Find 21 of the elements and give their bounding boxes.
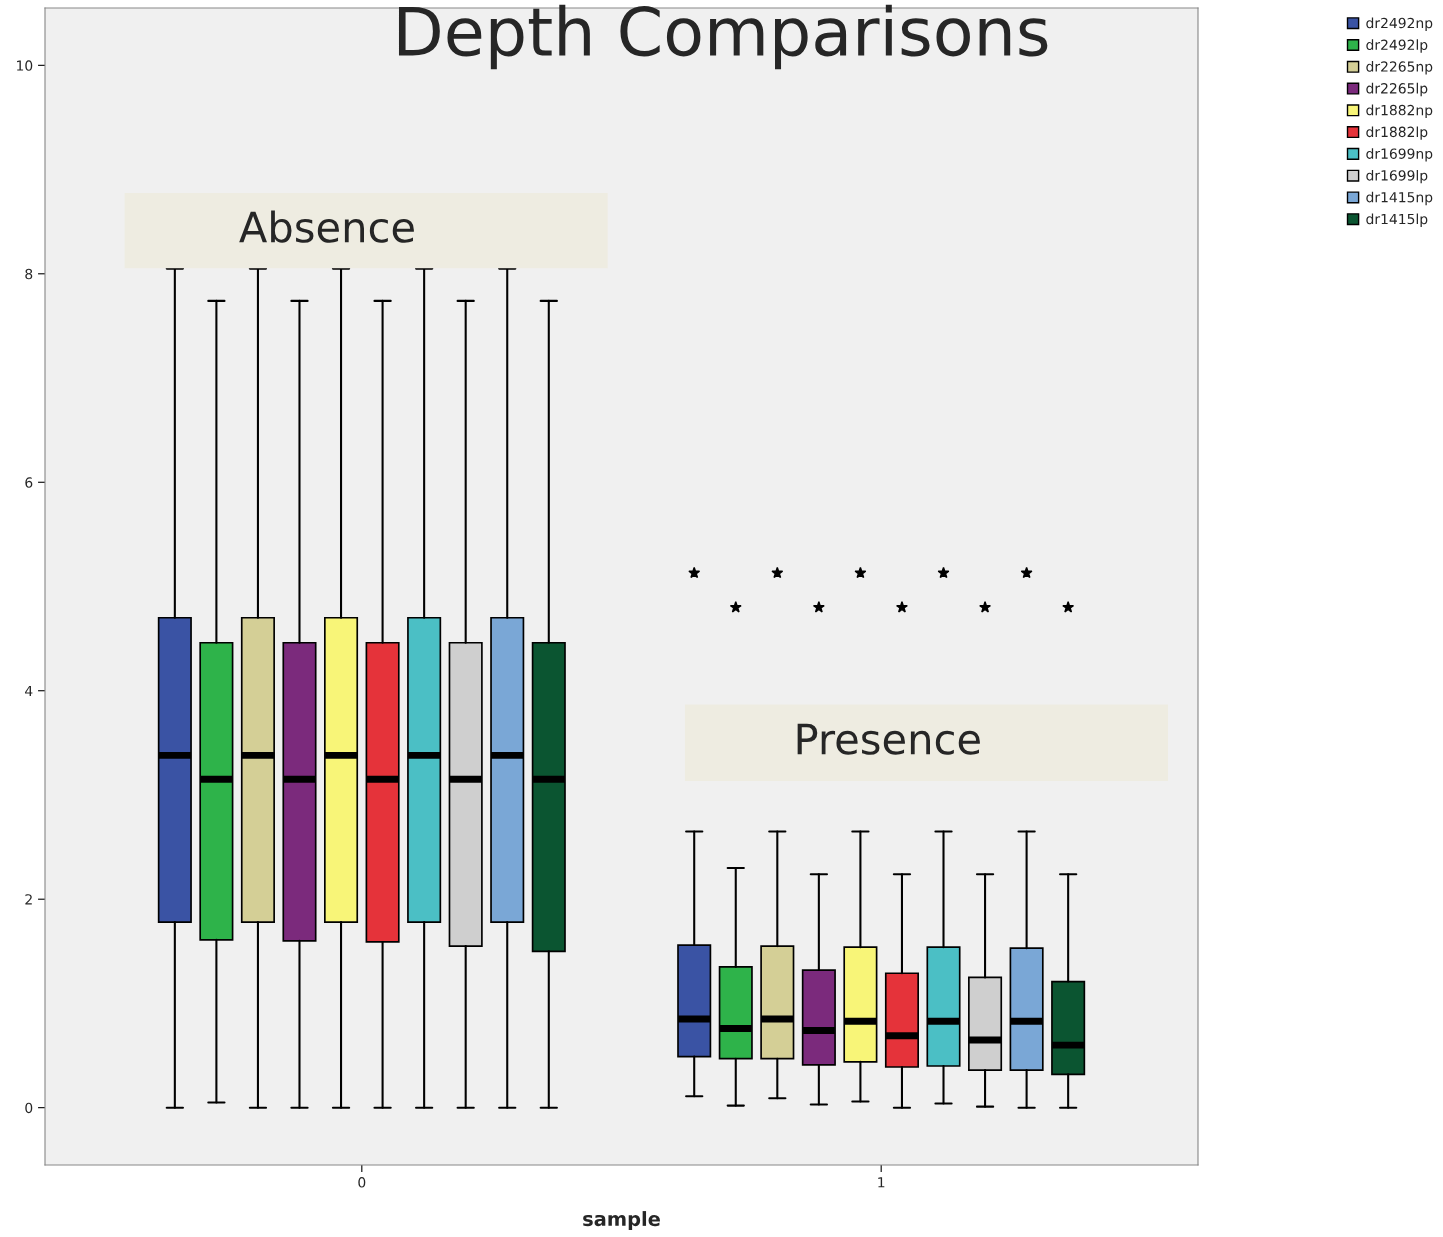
legend-label: dr1699np xyxy=(1366,148,1433,162)
y-tick-label: 8 xyxy=(25,268,33,280)
legend-label: dr1415lp xyxy=(1366,213,1428,227)
legend-label: dr2265np xyxy=(1366,61,1433,75)
chart-title: Depth Comparisons xyxy=(398,4,1048,70)
x-axis-title: sample xyxy=(583,1211,660,1230)
annotation: Absence xyxy=(239,210,414,243)
y-tick-label: 2 xyxy=(25,894,32,905)
legend-label: dr1882np xyxy=(1366,104,1433,119)
legend-label: dr2265lp xyxy=(1366,82,1428,97)
y-tick-label: 0 xyxy=(25,1102,33,1114)
legend-label: dr1882lp xyxy=(1366,126,1428,140)
legend-label: dr2492lp xyxy=(1366,39,1428,53)
legend-label: dr1699lp xyxy=(1366,169,1428,184)
legend-label: dr2492np xyxy=(1366,17,1433,31)
x-tick-label: 1 xyxy=(878,1177,885,1188)
legend-label: dr1415np xyxy=(1366,191,1433,206)
annotation: Presence xyxy=(797,723,980,755)
y-tick-label: 4 xyxy=(25,685,33,697)
y-tick-label: 10 xyxy=(17,60,33,71)
y-tick-label: 6 xyxy=(25,477,33,488)
